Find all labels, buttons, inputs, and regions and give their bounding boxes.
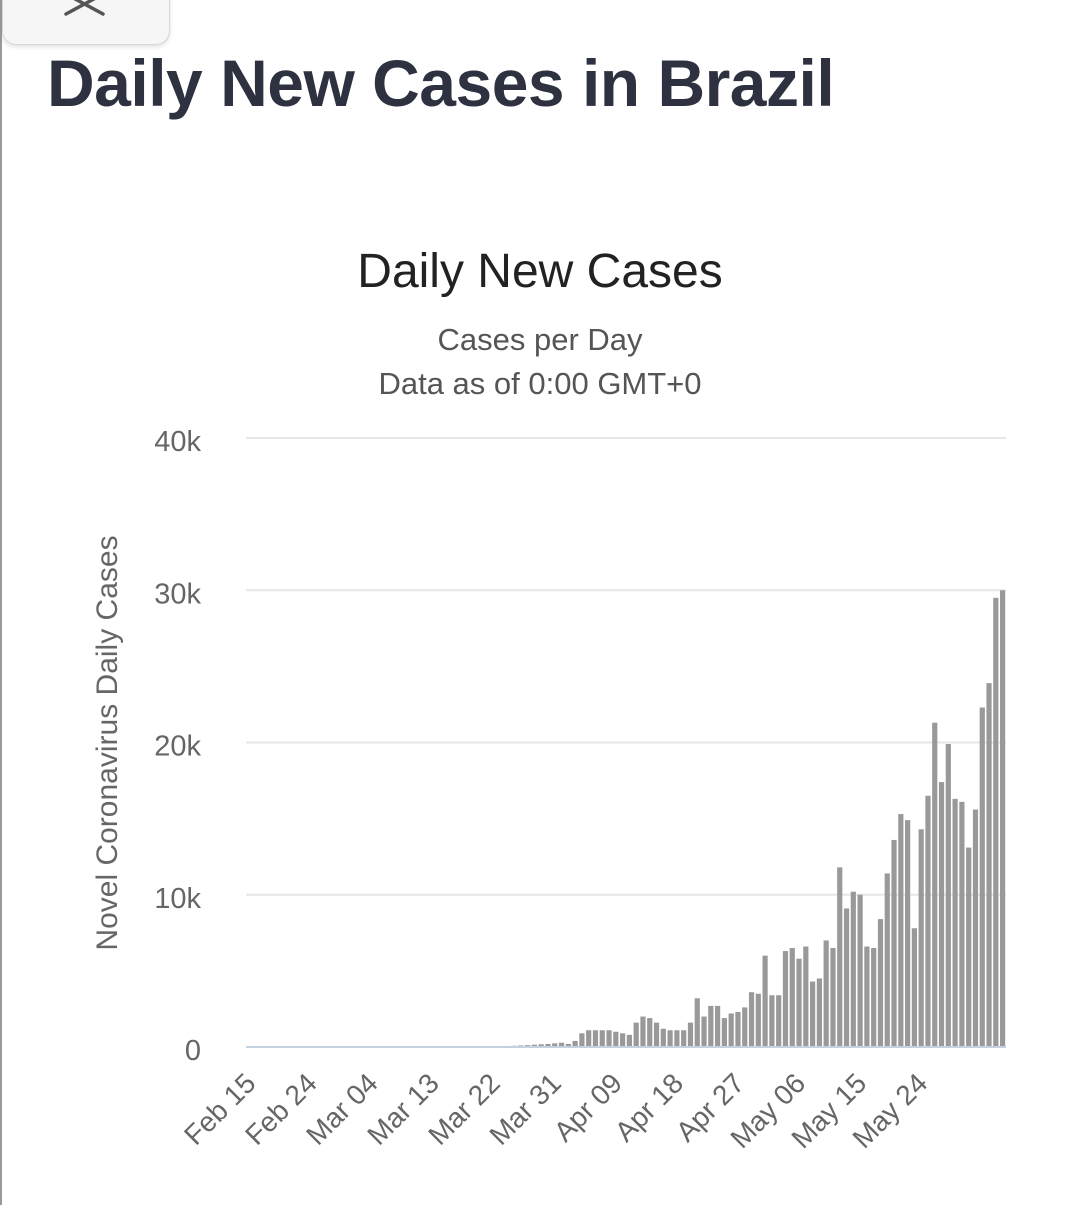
y-tick-label: 10k: [154, 883, 201, 915]
bar: [850, 891, 856, 1047]
bar: [1000, 590, 1006, 1047]
bar: [993, 597, 999, 1047]
bar: [715, 1005, 721, 1047]
bar: [592, 1030, 599, 1047]
bar: [633, 1022, 639, 1047]
bar: [586, 1030, 592, 1047]
bar: [687, 1022, 694, 1047]
bar: [823, 940, 829, 1047]
bar: [830, 948, 836, 1047]
bar: [558, 1042, 565, 1047]
x-tick-label: Apr 09: [548, 1067, 628, 1147]
chart-title: Daily New Cases: [357, 245, 722, 298]
chart-subtitle: Cases per Day: [437, 322, 643, 357]
y-tick-label: 20k: [154, 731, 201, 763]
bar: [857, 894, 863, 1047]
bar: [959, 801, 965, 1047]
bar: [816, 978, 822, 1047]
bar: [843, 908, 850, 1047]
bar: [782, 951, 789, 1047]
close-button[interactable]: [2, 0, 170, 45]
bar: [945, 744, 951, 1047]
bar: [694, 998, 700, 1047]
bar: [871, 948, 877, 1047]
bar: [803, 946, 809, 1047]
bar: [932, 722, 938, 1047]
bar: [721, 1018, 727, 1047]
bar: [531, 1044, 537, 1047]
bar: [660, 1028, 666, 1047]
bar: [545, 1043, 551, 1047]
bar: [599, 1030, 605, 1047]
bar: [667, 1030, 673, 1047]
y-tick-labels: 0 10k 20k 30k 40k: [154, 426, 201, 1067]
bar: [938, 782, 945, 1047]
bar: [789, 948, 795, 1047]
bar: [735, 1011, 741, 1047]
bar: [884, 873, 890, 1047]
bar: [966, 847, 972, 1047]
bar: [681, 1030, 687, 1047]
bar: [579, 1033, 585, 1047]
bar: [925, 795, 931, 1047]
bar: [776, 995, 782, 1047]
bar: [626, 1034, 632, 1047]
grid-lines: [246, 437, 1006, 896]
bar: [606, 1030, 612, 1047]
bar: [986, 683, 992, 1047]
bar: [810, 981, 816, 1047]
bar: [972, 809, 979, 1047]
bar: [769, 995, 775, 1047]
bar: [647, 1018, 653, 1047]
bar: [796, 958, 802, 1047]
bar: [701, 1016, 707, 1047]
y-tick-label: 40k: [154, 426, 201, 458]
bar: [748, 992, 755, 1047]
bar: [905, 820, 911, 1047]
bar: [565, 1043, 571, 1047]
bar: [613, 1031, 619, 1047]
y-axis-label: Novel Coronavirus Daily Cases: [91, 535, 124, 950]
bar: [979, 707, 985, 1047]
close-icon: [64, 0, 105, 16]
bar: [674, 1030, 680, 1047]
bar: [891, 839, 897, 1047]
bar: [755, 993, 761, 1047]
bars: [491, 590, 1006, 1048]
page-title: Daily New Cases in Brazil: [47, 46, 835, 120]
bar: [762, 955, 768, 1047]
bar: [538, 1044, 544, 1047]
bar: [708, 1005, 714, 1047]
bar: [898, 814, 904, 1047]
x-tick-label: Apr 18: [609, 1067, 689, 1147]
bar: [877, 919, 884, 1047]
bar: [572, 1040, 578, 1047]
bar: [864, 946, 870, 1047]
bar: [653, 1022, 660, 1047]
chart-subtitle-date: Data as of 0:00 GMT+0: [378, 366, 701, 401]
bar: [620, 1033, 626, 1047]
bar: [742, 1007, 748, 1047]
bar: [837, 867, 843, 1047]
bar: [552, 1043, 558, 1047]
bar: [911, 928, 917, 1047]
y-tick-label: 0: [185, 1035, 201, 1067]
bar: [952, 798, 958, 1047]
bar: [918, 829, 924, 1047]
window-edge: [0, 0, 2, 1205]
y-tick-label: 30k: [154, 578, 201, 610]
bar: [728, 1013, 734, 1047]
bar: [640, 1016, 646, 1047]
